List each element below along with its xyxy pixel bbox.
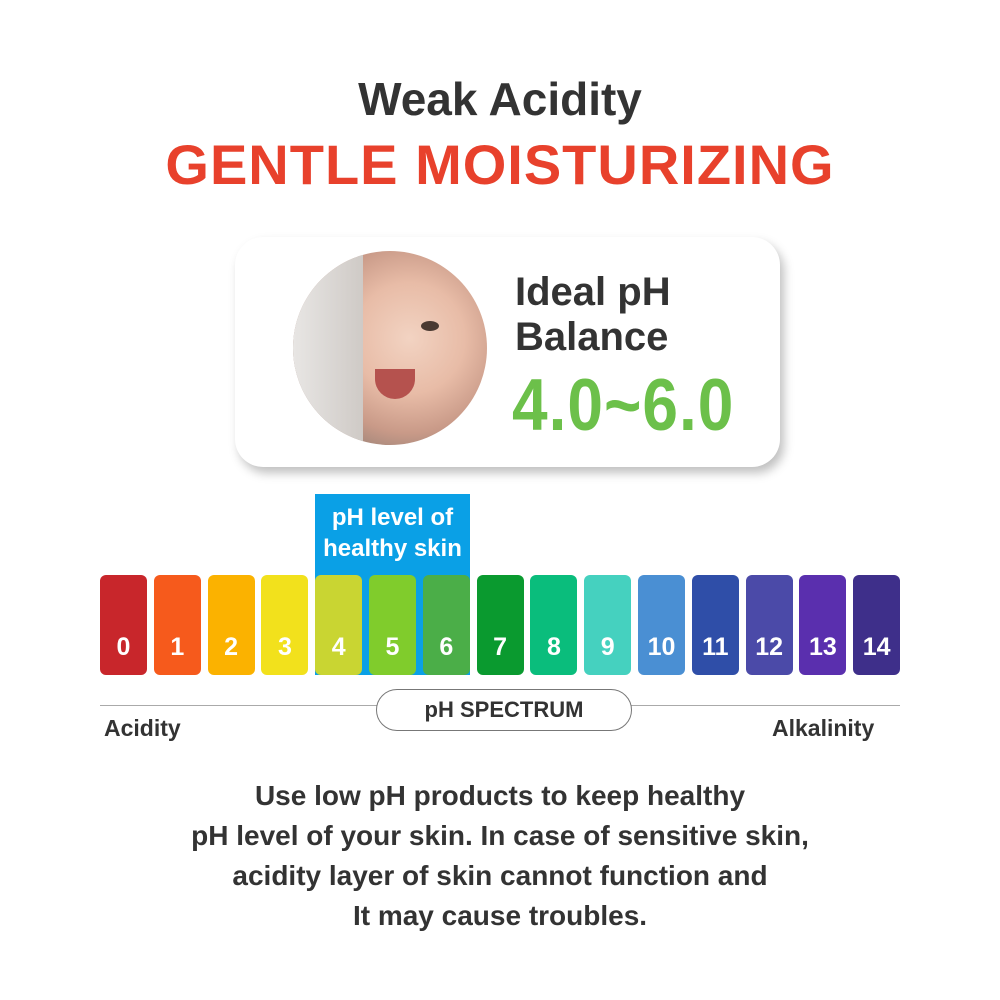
- ideal-ph-label: Ideal pH Balance: [515, 270, 671, 360]
- ph-block-3: 3: [261, 575, 309, 675]
- highlight-label-1: pH level of: [331, 504, 454, 531]
- ph-block-7: 7: [476, 575, 524, 675]
- subtitle: Weak Acidity: [358, 73, 642, 125]
- description: Use low pH products to keep healthy pH l…: [0, 776, 1000, 936]
- blanket: [293, 251, 363, 445]
- acidity-label: Acidity: [104, 715, 181, 741]
- description-line: It may cause troubles.: [352, 900, 648, 931]
- ph-block-10: 10: [638, 575, 685, 675]
- description-line: acidity layer of skin cannot function an…: [232, 860, 768, 891]
- ph-block-13: 13: [799, 575, 847, 675]
- label-line1: Ideal pH: [515, 270, 671, 314]
- ph-block-8: 8: [530, 575, 578, 675]
- description-line: pH level of your skin. In case of sensit…: [191, 820, 809, 851]
- ph-block-1: 1: [153, 575, 201, 675]
- eye: [421, 321, 439, 331]
- baby-photo: [293, 251, 487, 445]
- label-line2: Balance: [515, 315, 669, 359]
- main-title: GENTLE MOISTURIZING: [165, 133, 835, 196]
- ph-block-11: 11: [691, 575, 739, 675]
- description-line: Use low pH products to keep healthy: [254, 780, 746, 811]
- ph-block-14: 14: [853, 575, 901, 675]
- ph-block-12: 12: [745, 575, 793, 675]
- alkalinity-label: Alkalinity: [772, 715, 875, 741]
- ph-block-6: 6: [422, 575, 470, 675]
- mouth: [375, 369, 415, 399]
- ideal-ph-range: 4.0~6.0: [512, 363, 735, 446]
- ph-spectrum-pill: pH SPECTRUM: [376, 689, 632, 731]
- ph-block-9: 9: [584, 575, 632, 675]
- ph-block-0: 0: [100, 575, 147, 675]
- highlight-label-2: healthy skin: [323, 535, 462, 562]
- ph-block-5: 5: [369, 575, 416, 675]
- ph-block-4: 4: [315, 575, 363, 675]
- ph-block-2: 2: [207, 575, 255, 675]
